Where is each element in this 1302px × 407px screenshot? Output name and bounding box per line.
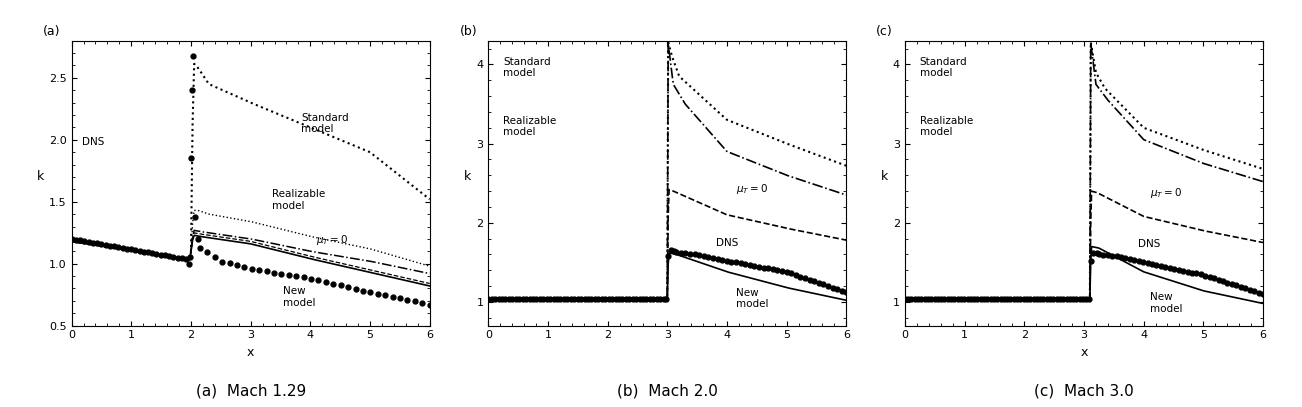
Text: New
model: New model xyxy=(1150,292,1182,314)
Y-axis label: k: k xyxy=(36,170,44,183)
Text: Realizable
model: Realizable model xyxy=(503,116,556,138)
Text: New
model: New model xyxy=(736,288,768,309)
Text: $\mu_T = 0$: $\mu_T = 0$ xyxy=(1150,186,1182,200)
Text: Standard
model: Standard model xyxy=(503,57,551,78)
Y-axis label: k: k xyxy=(465,170,471,183)
Y-axis label: k: k xyxy=(881,170,888,183)
Text: DNS: DNS xyxy=(1138,239,1160,249)
Text: $\mu_T = 0$: $\mu_T = 0$ xyxy=(316,233,349,247)
X-axis label: x: x xyxy=(247,346,254,359)
X-axis label: x: x xyxy=(1081,346,1087,359)
Text: (c): (c) xyxy=(876,25,893,38)
Text: (b)  Mach 2.0: (b) Mach 2.0 xyxy=(617,384,717,399)
Text: Realizable
model: Realizable model xyxy=(272,189,324,211)
Text: New
model: New model xyxy=(284,286,316,308)
Text: (c)  Mach 3.0: (c) Mach 3.0 xyxy=(1034,384,1134,399)
Text: DNS: DNS xyxy=(82,137,104,147)
Text: DNS: DNS xyxy=(716,238,738,247)
Text: Standard
model: Standard model xyxy=(301,113,349,134)
Text: (b): (b) xyxy=(460,25,478,38)
Text: $\mu_T = 0$: $\mu_T = 0$ xyxy=(736,182,768,197)
Text: Standard
model: Standard model xyxy=(919,57,967,78)
Text: (a): (a) xyxy=(43,25,60,38)
Text: Realizable
model: Realizable model xyxy=(919,116,973,138)
Text: (a)  Mach 1.29: (a) Mach 1.29 xyxy=(195,384,306,399)
